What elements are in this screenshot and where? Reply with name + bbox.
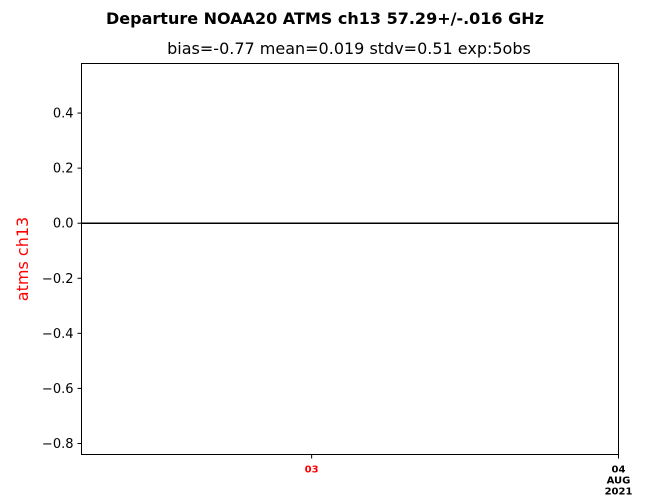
y-tick-label: 0.4 <box>53 107 74 122</box>
x-tick-label: 2021 <box>605 487 633 498</box>
y-tick-label: 0.2 <box>53 162 74 177</box>
y-tick-label: 0.0 <box>53 217 74 232</box>
y-tick-label: −0.6 <box>42 382 74 397</box>
chart-title: Departure NOAA20 ATMS ch13 57.29+/-.016 … <box>106 9 544 28</box>
y-tick-label: −0.8 <box>42 437 74 452</box>
y-axis-ticks: 0.4 0.2 0.0 −0.2 −0.4 −0.6 −0.8 <box>42 107 82 452</box>
y-tick-label: −0.2 <box>42 272 74 287</box>
x-tick-label: 04 <box>612 465 626 476</box>
x-tick-label: AUG <box>607 476 631 487</box>
chart-subtitle: bias=-0.77 mean=0.019 stdv=0.51 exp:5obs <box>167 39 531 58</box>
y-axis-label: atms ch13 <box>13 217 32 301</box>
y-tick-label: −0.4 <box>42 327 74 342</box>
x-tick-label: 03 <box>305 465 319 476</box>
plot-area-frame <box>81 63 619 455</box>
